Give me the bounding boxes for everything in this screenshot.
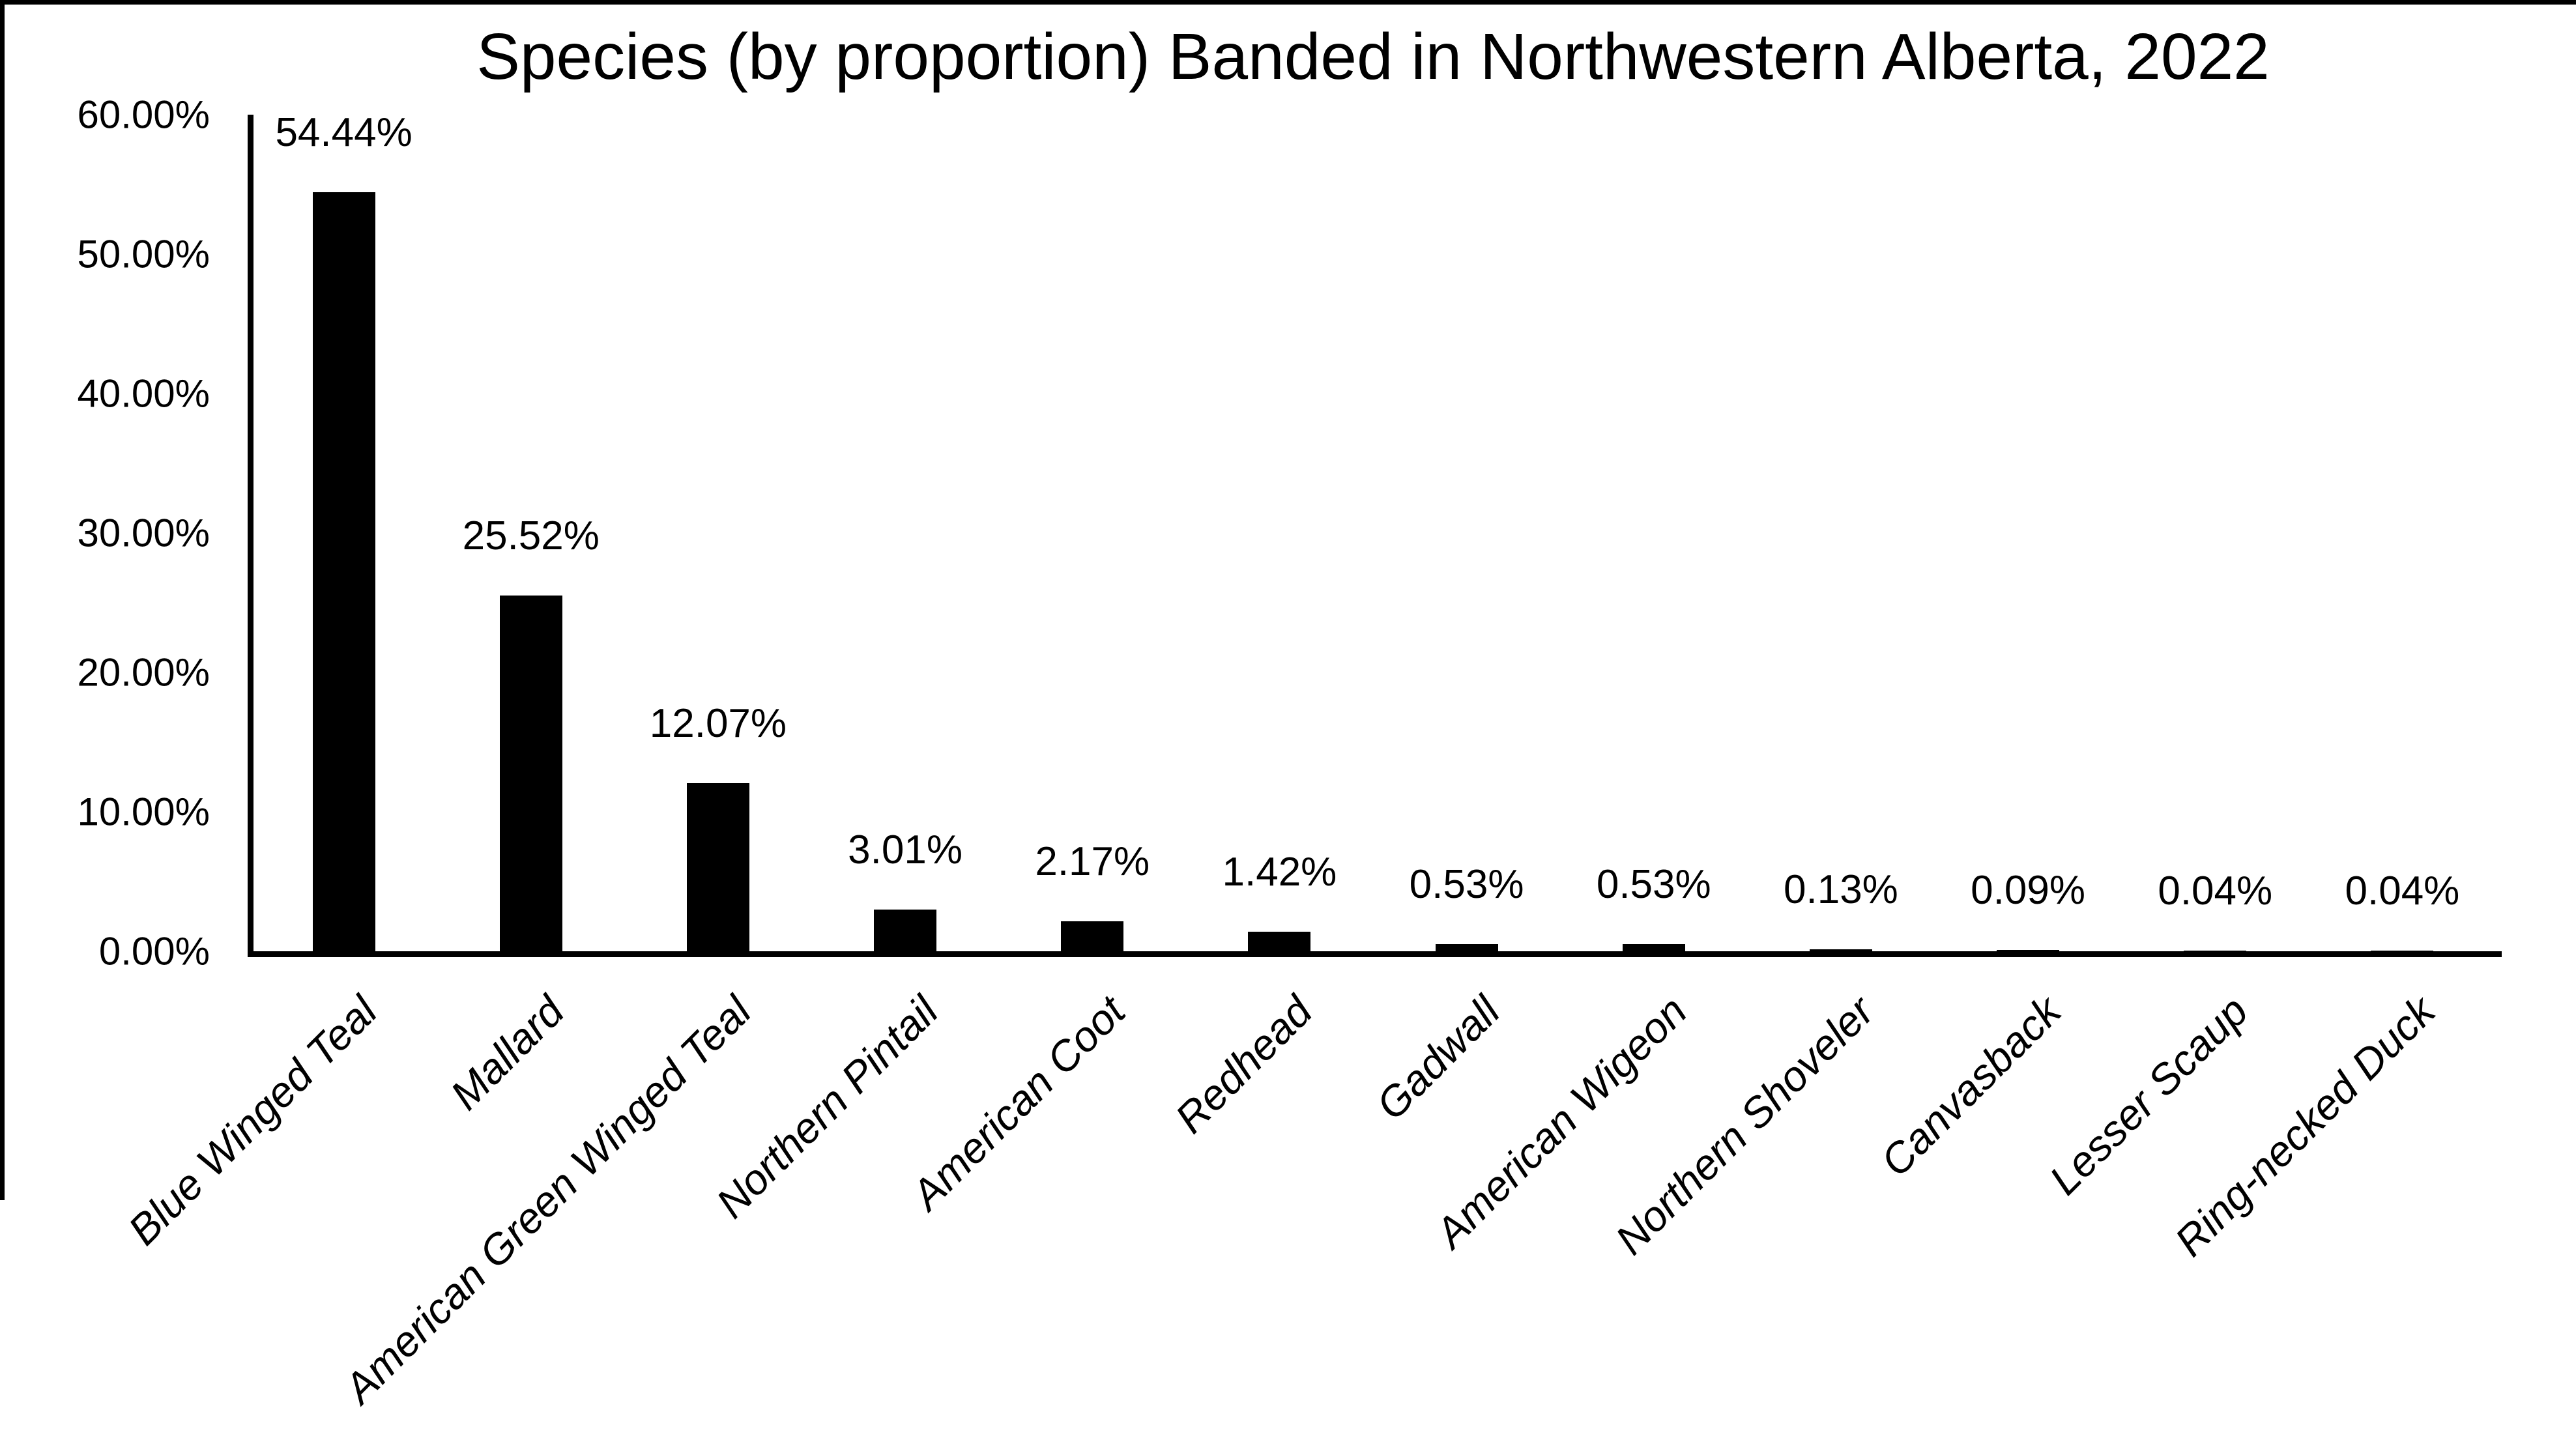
bar <box>1061 921 1124 951</box>
bar <box>686 783 749 951</box>
category-label: Mallard <box>441 986 573 1119</box>
value-label: 54.44% <box>275 109 412 155</box>
bar <box>499 595 562 951</box>
value-label: 0.13% <box>1784 867 1898 913</box>
category-label: Redhead <box>1166 986 1322 1142</box>
chart-border-left <box>0 0 5 1200</box>
chart-title: Species (by proportion) Banded in Northw… <box>476 20 2270 93</box>
bar <box>312 192 375 951</box>
y-tick-label: 30.00% <box>77 511 210 555</box>
value-label: 0.53% <box>1409 861 1524 907</box>
bar <box>1997 950 2060 951</box>
y-axis-line <box>248 115 253 957</box>
category-label: Gadwall <box>1367 986 1509 1129</box>
bar <box>1622 943 1685 951</box>
y-tick-label: 50.00% <box>77 232 210 276</box>
value-label: 0.04% <box>2158 869 2273 914</box>
value-label: 25.52% <box>462 513 600 558</box>
y-tick-label: 20.00% <box>77 650 210 695</box>
value-label: 3.01% <box>848 827 962 872</box>
value-label: 2.17% <box>1035 839 1150 884</box>
category-label: Blue Winged Teal <box>119 986 386 1254</box>
y-tick-label: 0.00% <box>98 929 210 973</box>
category-label: Canvasback <box>1871 986 2070 1186</box>
bar <box>1435 943 1498 951</box>
category-label: American Green Winged Teal <box>334 986 760 1413</box>
bar <box>874 909 937 951</box>
value-label: 0.53% <box>1596 861 1711 907</box>
value-label: 0.04% <box>2345 869 2460 914</box>
chart-border-top <box>0 0 2576 5</box>
value-label: 12.07% <box>649 700 787 746</box>
x-axis-line <box>248 951 2502 957</box>
bar <box>1809 949 1872 951</box>
bar <box>1248 931 1311 951</box>
y-tick-label: 10.00% <box>77 790 210 834</box>
y-tick-label: 60.00% <box>77 93 210 137</box>
value-label: 1.42% <box>1222 849 1337 895</box>
y-tick-label: 40.00% <box>77 371 210 416</box>
value-label: 0.09% <box>1971 868 2085 913</box>
